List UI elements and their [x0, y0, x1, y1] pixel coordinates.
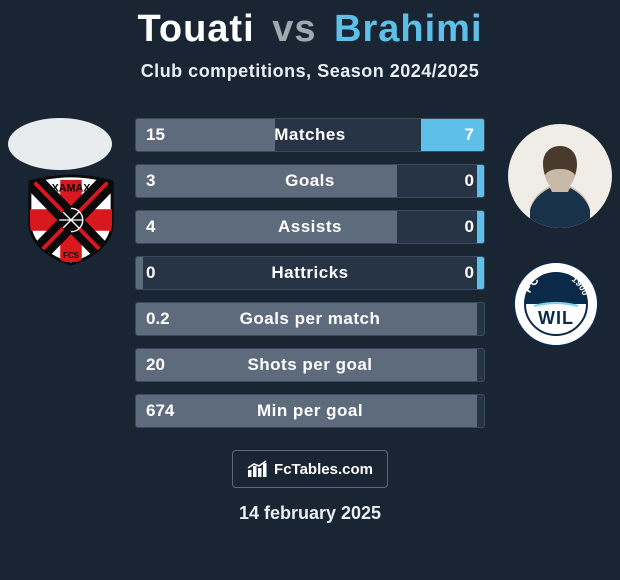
stat-row: 157Matches: [135, 118, 485, 152]
brand-badge[interactable]: FcTables.com: [232, 450, 388, 488]
footer-date: 14 february 2025: [0, 503, 620, 524]
stat-label: Goals per match: [136, 303, 484, 335]
stat-label: Min per goal: [136, 395, 484, 427]
stat-label: Matches: [136, 119, 484, 151]
stat-row: 40Assists: [135, 210, 485, 244]
brand-text: FcTables.com: [274, 461, 373, 478]
stat-row: 30Goals: [135, 164, 485, 198]
stat-label: Goals: [136, 165, 484, 197]
club-badge-right: FC 1900 WIL: [506, 258, 606, 350]
stats-container: 157Matches 30Goals 40Assists 00Hattricks 0.2…: [135, 118, 485, 440]
stat-label: Shots per goal: [136, 349, 484, 381]
player2-avatar: [508, 124, 612, 228]
player1-name: Touati: [137, 8, 254, 50]
player-silhouette-icon: [522, 136, 598, 228]
stat-row: 0.2Goals per match: [135, 302, 485, 336]
player2-name: Brahimi: [334, 8, 482, 50]
vs-connector: vs: [272, 8, 316, 50]
stat-label: Assists: [136, 211, 484, 243]
page-title: Touati vs Brahimi: [0, 0, 620, 51]
chart-icon: [247, 460, 269, 478]
club-badge-left: XAMAX FCS: [22, 174, 120, 266]
stat-row: 00Hattricks: [135, 256, 485, 290]
stat-row: 674Min per goal: [135, 394, 485, 428]
subtitle: Club competitions, Season 2024/2025: [0, 61, 620, 82]
svg-text:WIL: WIL: [538, 308, 574, 328]
stat-label: Hattricks: [136, 257, 484, 289]
club-left-name-text: XAMAX: [52, 183, 92, 195]
player1-avatar: [8, 118, 112, 170]
svg-text:FCS: FCS: [63, 251, 79, 260]
stat-row: 20Shots per goal: [135, 348, 485, 382]
